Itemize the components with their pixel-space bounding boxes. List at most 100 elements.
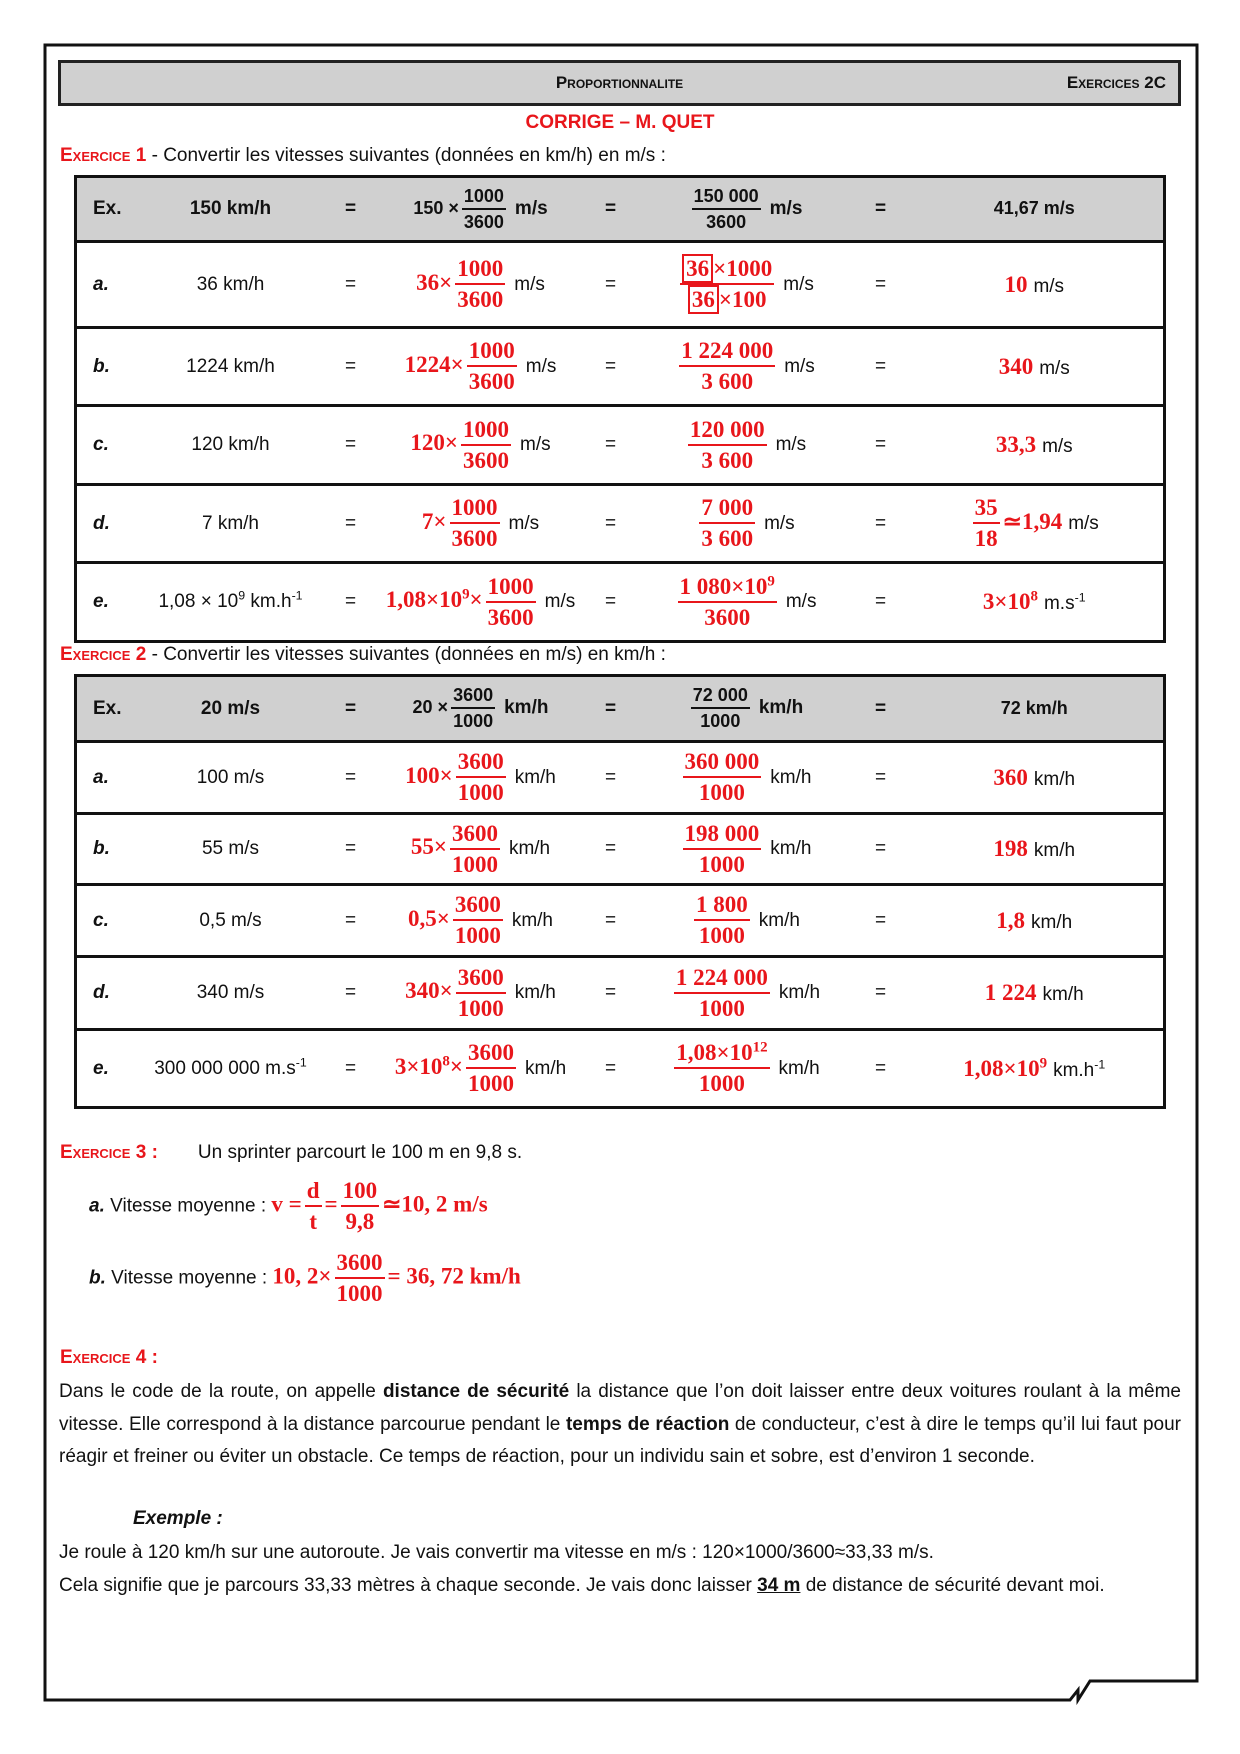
text-segment: 1000	[468, 338, 515, 363]
text-segment: 1 224	[984, 980, 1037, 1005]
denominator: 1000	[458, 994, 504, 1022]
header-bar: Proportionnalite Exercices 2C	[58, 60, 1181, 106]
row-label: Ex.	[75, 175, 136, 242]
given-speed: 300 000 000 m.s-1	[135, 1028, 326, 1108]
formula: 120× 1000 3600	[410, 417, 514, 473]
text-segment: m/s	[514, 197, 548, 219]
superscript: 9	[1039, 1054, 1048, 1071]
text-segment: 3 600	[701, 526, 754, 551]
denominator: 1000	[453, 709, 493, 732]
text: de distance de sécurité devant moi.	[800, 1574, 1105, 1596]
formula: 0,5× 3600 1000	[407, 892, 506, 948]
superscript: 12	[752, 1039, 768, 1056]
text-segment: m/s	[544, 591, 576, 613]
given-speed: 340 m/s	[135, 955, 326, 1030]
exercise-3-b: b. Vitesse moyenne : 10, 2× 3600 1000 = 36,…	[89, 1250, 521, 1307]
table-row: b. 55 m/s = 55× 3600 1000 km/h = 198 000 1000 km/h…	[75, 812, 1165, 885]
unit: m/s	[1042, 436, 1073, 457]
given-speed: 0,5 m/s	[135, 883, 326, 957]
bold-term: 34 m	[757, 1574, 801, 1596]
text-segment: 3 600	[701, 447, 754, 473]
superscript: -1	[291, 588, 303, 603]
exercise-3-a: a. Vitesse moyenne : v = d t = 100 9,8 ≃10, 2 …	[89, 1178, 488, 1235]
text-segment: 1000	[698, 851, 745, 877]
conversion-step-1: 120× 1000 3600 m/s	[375, 404, 586, 485]
equals-sign: =	[325, 674, 376, 742]
header-title: Proportionnalite	[555, 73, 684, 92]
conversion-step-2: 1 224 000 3 600 m/s	[635, 326, 856, 406]
text-segment: 3 600	[701, 369, 754, 394]
given-speed: 55 m/s	[135, 812, 326, 885]
text-segment: 72 km/h	[1000, 697, 1068, 718]
equals-sign: =	[585, 740, 636, 814]
fraction: 1000 3600	[455, 256, 506, 313]
unit: m/s	[514, 274, 545, 295]
text-segment: km/h	[514, 766, 556, 788]
formula: 72 000 1000	[688, 685, 753, 731]
text-segment: km/h	[511, 909, 554, 931]
text-segment: 7 km/h	[201, 512, 260, 534]
text-segment: m/s	[783, 273, 814, 295]
equals-sign: =	[325, 1028, 376, 1108]
text-segment: 3×10	[394, 1053, 443, 1079]
superscript: 9	[462, 586, 470, 603]
equals-sign: =	[325, 175, 376, 242]
text-segment: 1 224 000	[681, 338, 774, 363]
numerator: 1 224 000	[673, 965, 770, 994]
conversion-step-1: 36× 1000 3600 m/s	[375, 240, 586, 328]
text-segment: m/s	[769, 197, 803, 219]
text-segment: 360	[993, 764, 1028, 790]
exercise-4-paragraph: Dans le code de la route, on appelle dis…	[59, 1376, 1181, 1474]
formula: 1,08×109× 1000 3600	[386, 574, 539, 630]
denominator: 1000	[452, 850, 498, 878]
equals-sign: =	[585, 240, 636, 328]
unit: km/h	[759, 910, 800, 931]
row-label: e.	[75, 561, 136, 642]
numerator: 3600	[455, 749, 506, 778]
fraction: 1000 3600	[485, 574, 536, 631]
result-value: 10	[1004, 272, 1027, 297]
text-segment: 1000	[698, 995, 745, 1021]
text-segment: m/s	[1068, 512, 1099, 534]
fraction: 3600 1000	[455, 965, 506, 1022]
row-label: a.	[75, 240, 136, 328]
text-segment: 3600	[487, 604, 534, 630]
unit: m/s	[520, 434, 551, 455]
fraction: 198 000 1000	[682, 821, 762, 878]
result-value: 360	[993, 765, 1028, 790]
header-right: Exercices 2C	[1066, 73, 1166, 92]
text-segment: km/h	[508, 838, 551, 860]
formula: 340× 3600 1000	[405, 965, 509, 1021]
result-value: 41,67 m/s	[994, 198, 1075, 218]
exercise-1-label: Exercice 1	[60, 145, 147, 166]
numerator: 1000	[461, 417, 511, 446]
text-segment: 20 ×	[412, 697, 449, 718]
unit: m/s	[786, 591, 817, 612]
unit: km/h	[770, 767, 811, 788]
unit: km/h	[779, 1058, 820, 1079]
text-segment: m/s	[508, 512, 540, 534]
equals-sign: =	[325, 326, 376, 406]
text-segment: m/s	[525, 355, 557, 377]
fraction: 360 000 1000	[682, 749, 762, 806]
fraction: 1,08×1012 1000	[674, 1039, 770, 1097]
text-segment: ≃1,94	[1002, 508, 1063, 534]
text-segment: 1,08×10	[676, 1040, 753, 1065]
superscript: -1	[1094, 1057, 1106, 1072]
formula: 1 800 1000	[691, 892, 753, 948]
denominator: 9,8	[345, 1209, 375, 1234]
result-value: 340	[999, 354, 1034, 379]
text-segment: 0,5×	[407, 905, 450, 931]
numerator: 3600	[451, 685, 496, 709]
unit: km/h	[1034, 840, 1075, 861]
text-segment: m/s	[784, 355, 815, 377]
text-segment: m/s	[1042, 436, 1073, 457]
numerator: 3600	[455, 965, 506, 994]
numerator: 3600	[334, 1250, 385, 1279]
exercise-1-table: Ex. 150 km/h = 150 × 1000 3600 m/s = 150 000 3600…	[74, 175, 1166, 643]
given-speed: 100 m/s	[135, 740, 326, 814]
equals-sign: =	[855, 1028, 906, 1108]
denominator: 1000	[699, 778, 745, 806]
text: Je roule à 120 km/h sur une autoroute. J…	[59, 1542, 934, 1563]
result: 3×108 m.s-1	[905, 561, 1165, 642]
